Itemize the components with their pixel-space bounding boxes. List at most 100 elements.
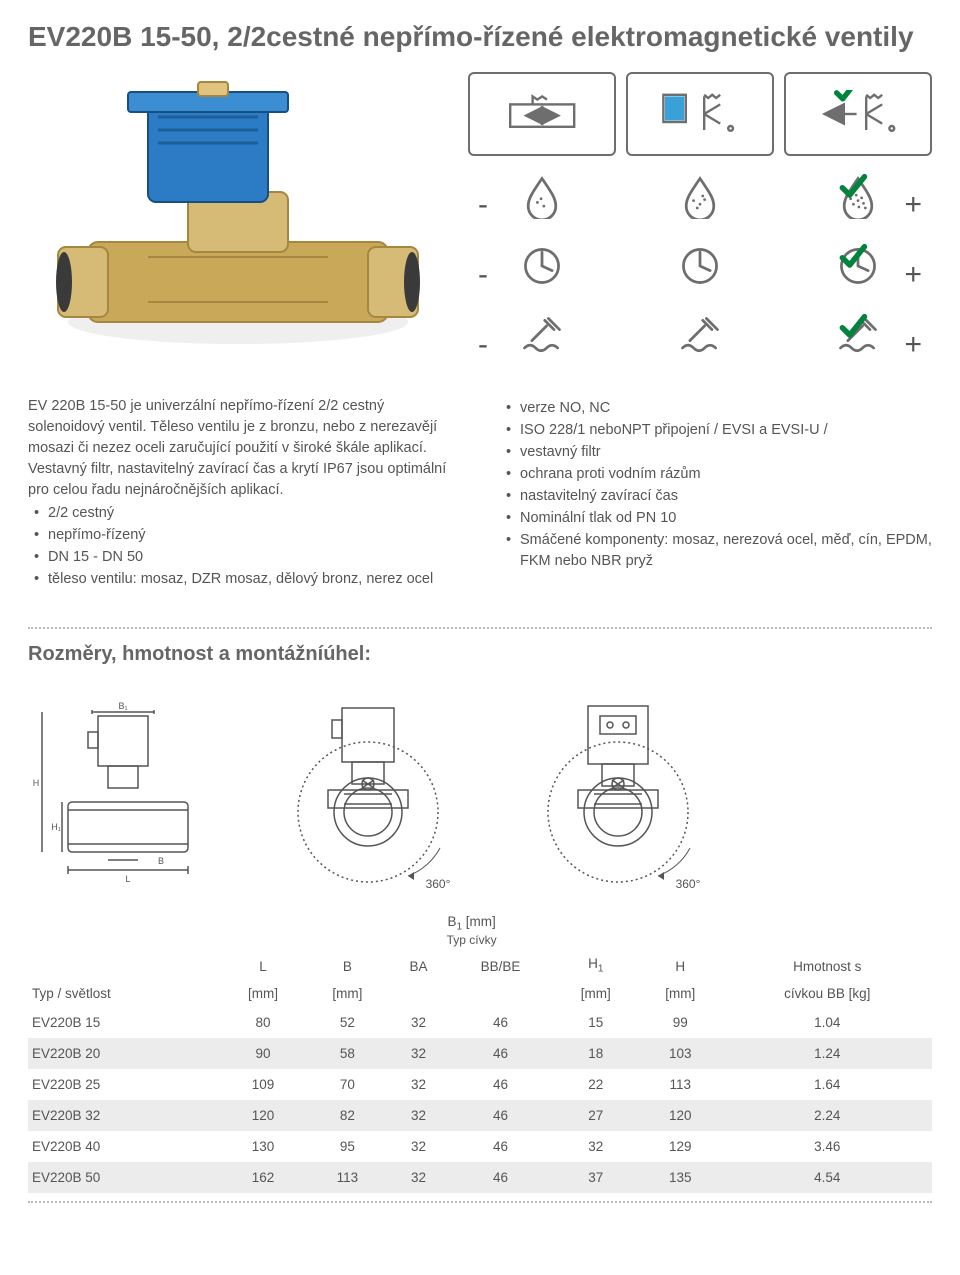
th-H1: H1: [554, 908, 638, 981]
page-title: EV220B 15-50, 2/2cestné nepřímo-řízené e…: [28, 20, 932, 54]
table-cell: EV220B 15: [28, 1007, 221, 1038]
th-H-unit: [mm]: [638, 980, 722, 1007]
icon-schematic-2: [626, 72, 774, 156]
icon-schematic-3: [784, 72, 932, 156]
description-columns: EV 220B 15-50 je univerzální nepřímo-říz…: [28, 396, 932, 591]
svg-text:L: L: [125, 874, 130, 884]
table-row: EV220B 501621133246371354.54: [28, 1162, 932, 1193]
bullet-item: verze NO, NC: [520, 398, 932, 419]
table-cell: EV220B 32: [28, 1100, 221, 1131]
table-cell: 135: [638, 1162, 722, 1193]
icon-partic-med: [626, 166, 774, 226]
svg-text:H: H: [33, 778, 40, 788]
icon-partic-low: -: [468, 166, 616, 226]
icon-visc-high: +: [784, 236, 932, 296]
table-cell: 18: [554, 1038, 638, 1069]
icon-hammer-med: [626, 306, 774, 366]
icon-hammer-low: -: [468, 306, 616, 366]
table-cell: 80: [221, 1007, 305, 1038]
table-row: EV220B 40130953246321293.46: [28, 1131, 932, 1162]
bullet-item: ISO 228/1 neboNPT připojení / EVSI a EVS…: [520, 420, 932, 441]
icon-row-2: - +: [468, 166, 932, 226]
table-cell: 52: [305, 1007, 389, 1038]
table-row: EV220B 25109703246221131.64: [28, 1069, 932, 1100]
separator: [28, 627, 932, 629]
table-row: EV220B 2090583246181031.24: [28, 1038, 932, 1069]
table-cell: 1.04: [722, 1007, 932, 1038]
icon-schematic-1: [468, 72, 616, 156]
th-type: Typ / světlost: [28, 908, 221, 1008]
bullet-item: DN 15 - DN 50: [48, 547, 460, 568]
icon-visc-low: -: [468, 236, 616, 296]
table-cell: EV220B 50: [28, 1162, 221, 1193]
table-cell: 46: [447, 1069, 553, 1100]
icon-visc-med: [626, 236, 774, 296]
table-cell: 1.24: [722, 1038, 932, 1069]
table-cell: 37: [554, 1162, 638, 1193]
table-cell: 46: [447, 1131, 553, 1162]
section-title: Rozměry, hmotnost a montážníúhel:: [28, 643, 932, 666]
table-cell: 2.24: [722, 1100, 932, 1131]
bullet-item: Nominální tlak od PN 10: [520, 508, 932, 529]
svg-text:H₁: H₁: [51, 822, 61, 832]
th-B-unit: [mm]: [305, 980, 389, 1007]
th-weight-unit: cívkou BB [kg]: [722, 980, 932, 1007]
table-cell: 130: [221, 1131, 305, 1162]
table-cell: 32: [390, 1100, 448, 1131]
svg-text:B₁: B₁: [118, 702, 127, 711]
technical-drawings: B₁ H₁ H L B 360: [28, 672, 932, 892]
bullets-left: 2/2 cestnýnepřímo-řízenýDN 15 - DN 50těl…: [28, 503, 460, 590]
th-BA: BA: [390, 953, 448, 980]
svg-text:B: B: [158, 856, 164, 866]
table-cell: 32: [554, 1131, 638, 1162]
table-cell: 22: [554, 1069, 638, 1100]
left-column: EV 220B 15-50 je univerzální nepřímo-říz…: [28, 396, 460, 591]
dimensions-table: Typ / světlost L B B1 [mm] Typ cívky H1 …: [28, 908, 932, 1194]
bullet-item: nastavitelný zavírací čas: [520, 486, 932, 507]
table-cell: 95: [305, 1131, 389, 1162]
bullet-item: ochrana proti vodním rázům: [520, 464, 932, 485]
table-cell: 129: [638, 1131, 722, 1162]
th-H: H: [638, 908, 722, 981]
th-L: L: [221, 908, 305, 981]
icon-row-1: [468, 72, 932, 156]
bullet-item: vestavný filtr: [520, 442, 932, 463]
table-cell: 58: [305, 1038, 389, 1069]
feature-icons: - + - + -: [468, 72, 932, 372]
bullet-item: Smáčené komponenty: mosaz, nerezová ocel…: [520, 530, 932, 572]
table-cell: 109: [221, 1069, 305, 1100]
angle-2: 360°: [676, 877, 701, 891]
icon-row-4: - +: [468, 306, 932, 366]
icon-hammer-high: +: [784, 306, 932, 366]
valve-illustration: [28, 72, 448, 372]
drawing-front-2: 360°: [508, 672, 728, 892]
table-cell: 27: [554, 1100, 638, 1131]
table-cell: 32: [390, 1038, 448, 1069]
icon-partic-high: +: [784, 166, 932, 226]
bullet-item: těleso ventilu: mosaz, DZR mosaz, dělový…: [48, 569, 460, 590]
th-B1: B1 [mm] Typ cívky: [390, 908, 554, 954]
table-cell: 46: [447, 1162, 553, 1193]
table-cell: 32: [390, 1131, 448, 1162]
separator-bottom: [28, 1201, 932, 1203]
table-cell: 120: [638, 1100, 722, 1131]
th-BBBE: BB/BE: [447, 953, 553, 980]
bullet-item: 2/2 cestný: [48, 503, 460, 524]
table-cell: 99: [638, 1007, 722, 1038]
hero-row: - + - + -: [28, 72, 932, 372]
icon-row-3: - +: [468, 236, 932, 296]
table-cell: 103: [638, 1038, 722, 1069]
intro-paragraph: EV 220B 15-50 je univerzální nepřímo-říz…: [28, 396, 460, 501]
right-column: verze NO, NCISO 228/1 neboNPT připojení …: [500, 396, 932, 591]
table-cell: 32: [390, 1007, 448, 1038]
product-photo: [28, 72, 448, 372]
table-cell: EV220B 40: [28, 1131, 221, 1162]
table-cell: EV220B 25: [28, 1069, 221, 1100]
drawing-side: B₁ H₁ H L B: [28, 702, 228, 892]
table-cell: 32: [390, 1069, 448, 1100]
table-cell: 46: [447, 1100, 553, 1131]
table-cell: 32: [390, 1162, 448, 1193]
table-cell: 120: [221, 1100, 305, 1131]
table-cell: 70: [305, 1069, 389, 1100]
table-cell: 46: [447, 1038, 553, 1069]
